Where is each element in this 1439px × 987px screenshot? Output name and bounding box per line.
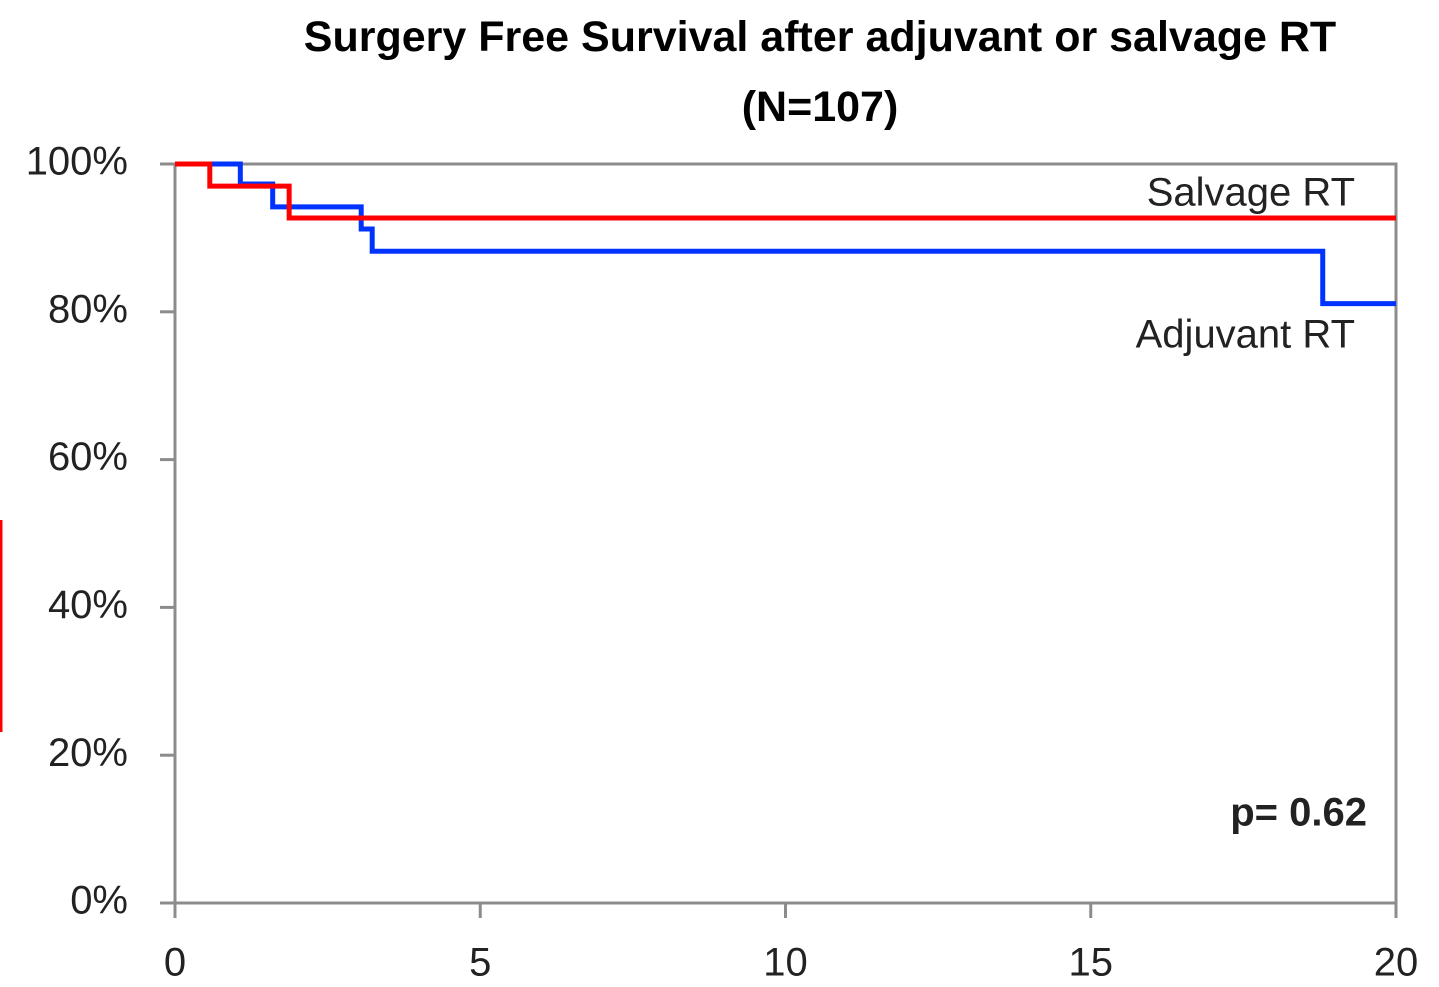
x-tick-label: 10	[763, 941, 808, 985]
survival-line	[175, 161, 1396, 221]
y-tick-label: 80%	[48, 287, 128, 331]
y-tick-label: 40%	[48, 583, 128, 627]
series-label: Salvage RT	[1147, 171, 1355, 215]
y-tick-label: 20%	[48, 731, 128, 775]
x-tick-label: 20	[1374, 941, 1419, 985]
x-tick-label: 5	[469, 941, 491, 985]
series-label: Adjuvant RT	[1136, 313, 1355, 357]
y-tick-label: 100%	[26, 140, 128, 184]
p-value: p= 0.62	[1230, 791, 1367, 835]
plot-frame	[173, 162, 1398, 905]
y-tick-label: 60%	[48, 435, 128, 479]
x-tick-label: 0	[164, 941, 186, 985]
y-tick-label: 0%	[70, 879, 128, 923]
chart-title: Surgery Free Survival after adjuvant or …	[303, 13, 1337, 131]
x-tick-label: 15	[1069, 941, 1114, 985]
